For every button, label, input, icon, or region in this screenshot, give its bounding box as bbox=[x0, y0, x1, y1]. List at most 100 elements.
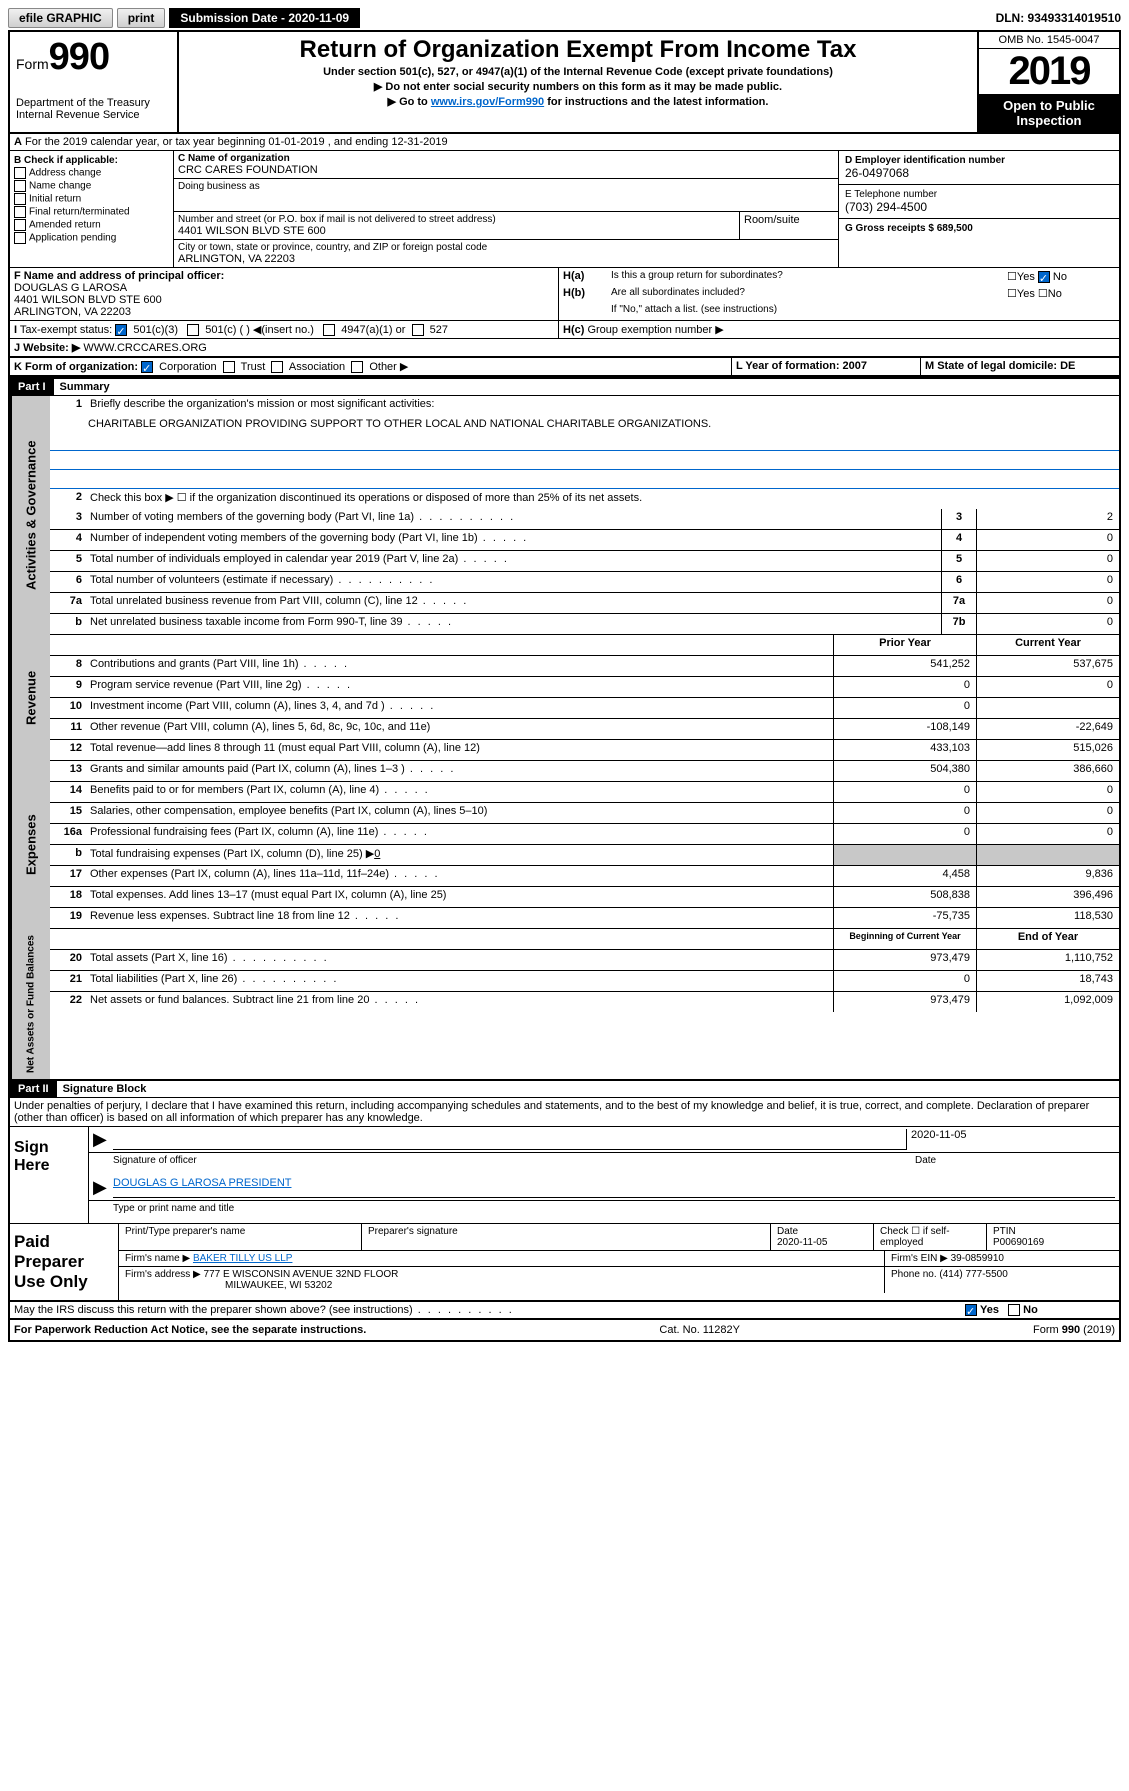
firm-ein: 39-0859910 bbox=[951, 1253, 1004, 1264]
trust-checkbox[interactable] bbox=[223, 361, 235, 373]
other-checkbox[interactable] bbox=[351, 361, 363, 373]
dln: DLN: 93493314019510 bbox=[996, 11, 1121, 25]
line14-prior: 0 bbox=[833, 782, 976, 802]
sign-date: 2020-11-05 bbox=[906, 1129, 1115, 1150]
line17-current: 9,836 bbox=[976, 866, 1119, 886]
paid-preparer-block: Paid Preparer Use Only Print/Type prepar… bbox=[10, 1224, 1119, 1302]
initial-return-checkbox[interactable] bbox=[14, 193, 26, 205]
501c-checkbox[interactable] bbox=[187, 324, 199, 336]
line18-label: Total expenses. Add lines 13–17 (must eq… bbox=[86, 887, 833, 907]
line19-label: Revenue less expenses. Subtract line 18 … bbox=[86, 908, 833, 928]
line1-label: Briefly describe the organization's miss… bbox=[86, 396, 1119, 416]
line4-value: 0 bbox=[976, 530, 1119, 550]
line13-prior: 504,380 bbox=[833, 761, 976, 781]
dba-label: Doing business as bbox=[178, 181, 834, 192]
efile-button[interactable]: efile GRAPHIC bbox=[8, 8, 113, 28]
desc-blank2 bbox=[50, 451, 1119, 470]
line18-prior: 508,838 bbox=[833, 887, 976, 907]
firm-name[interactable]: BAKER TILLY US LLP bbox=[193, 1253, 293, 1264]
goto-line: ▶ Go to www.irs.gov/Form990 for instruct… bbox=[185, 95, 971, 108]
line15-current: 0 bbox=[976, 803, 1119, 823]
pra-notice: For Paperwork Reduction Act Notice, see … bbox=[14, 1324, 366, 1336]
line11-current: -22,649 bbox=[976, 719, 1119, 739]
line19-prior: -75,735 bbox=[833, 908, 976, 928]
form-footer: For Paperwork Reduction Act Notice, see … bbox=[10, 1320, 1119, 1340]
top-toolbar: efile GRAPHIC print Submission Date - 20… bbox=[8, 8, 1121, 28]
block-b: B Check if applicable: Address change Na… bbox=[10, 151, 174, 267]
line7a-value: 0 bbox=[976, 593, 1119, 613]
line12-prior: 433,103 bbox=[833, 740, 976, 760]
org-city: ARLINGTON, VA 22203 bbox=[178, 253, 834, 265]
address-change-checkbox[interactable] bbox=[14, 167, 26, 179]
line3-label: Number of voting members of the governin… bbox=[86, 509, 941, 529]
officer-name: DOUGLAS G LAROSA bbox=[14, 282, 554, 294]
line7b-value: 0 bbox=[976, 614, 1119, 634]
line22-label: Net assets or fund balances. Subtract li… bbox=[86, 992, 833, 1012]
line-a: A For the 2019 calendar year, or tax yea… bbox=[10, 134, 1119, 151]
application-pending-checkbox[interactable] bbox=[14, 232, 26, 244]
tax-year: 2019 bbox=[979, 49, 1119, 94]
line10-label: Investment income (Part VIII, column (A)… bbox=[86, 698, 833, 718]
line21-current: 18,743 bbox=[976, 971, 1119, 991]
amended-return-checkbox[interactable] bbox=[14, 219, 26, 231]
ha-no-checkbox[interactable]: ✓ bbox=[1038, 271, 1050, 283]
line14-current: 0 bbox=[976, 782, 1119, 802]
open-public-badge: Open to PublicInspection bbox=[979, 94, 1119, 132]
irs-label: Internal Revenue Service bbox=[16, 109, 171, 121]
form-title: Return of Organization Exempt From Incom… bbox=[185, 36, 971, 64]
org-address: 4401 WILSON BLVD STE 600 bbox=[178, 225, 735, 237]
irs-link[interactable]: www.irs.gov/Form990 bbox=[431, 96, 544, 108]
beg-year-hdr: Beginning of Current Year bbox=[833, 929, 976, 949]
ptin-value: P00690169 bbox=[993, 1237, 1044, 1248]
line16a-label: Professional fundraising fees (Part IX, … bbox=[86, 824, 833, 844]
tab-net-assets: Net Assets or Fund Balances bbox=[10, 929, 50, 1079]
form-frame: Form990 Department of the Treasury Inter… bbox=[8, 30, 1121, 1342]
corp-checkbox[interactable]: ✓ bbox=[141, 361, 153, 373]
discuss-yes-checkbox[interactable]: ✓ bbox=[965, 1304, 977, 1316]
cat-number: Cat. No. 11282Y bbox=[659, 1324, 740, 1336]
line17-prior: 4,458 bbox=[833, 866, 976, 886]
ein-value: 26-0497068 bbox=[845, 166, 1113, 180]
end-year-hdr: End of Year bbox=[976, 929, 1119, 949]
hc-label: Group exemption number ▶ bbox=[587, 324, 723, 336]
part2-header: Part II Signature Block bbox=[10, 1081, 1119, 1098]
527-checkbox[interactable] bbox=[412, 324, 424, 336]
line21-prior: 0 bbox=[833, 971, 976, 991]
dept-treasury: Department of the Treasury bbox=[16, 97, 171, 109]
line5-value: 0 bbox=[976, 551, 1119, 571]
submission-date: Submission Date - 2020-11-09 bbox=[169, 8, 360, 28]
name-change-checkbox[interactable] bbox=[14, 180, 26, 192]
4947-checkbox[interactable] bbox=[323, 324, 335, 336]
right-info-block: D Employer identification number 26-0497… bbox=[838, 151, 1119, 267]
501c3-checkbox[interactable]: ✓ bbox=[115, 324, 127, 336]
firm-addr1: 777 E WISCONSIN AVENUE 32ND FLOOR bbox=[204, 1269, 399, 1280]
line9-label: Program service revenue (Part VIII, line… bbox=[86, 677, 833, 697]
line4-label: Number of independent voting members of … bbox=[86, 530, 941, 550]
desc-blank3 bbox=[50, 470, 1119, 489]
line10-prior: 0 bbox=[833, 698, 976, 718]
line8-prior: 541,252 bbox=[833, 656, 976, 676]
line7a-label: Total unrelated business revenue from Pa… bbox=[86, 593, 941, 613]
line16a-current: 0 bbox=[976, 824, 1119, 844]
discuss-no-checkbox[interactable] bbox=[1008, 1304, 1020, 1316]
tab-governance: Activities & Governance bbox=[10, 396, 50, 635]
line20-current: 1,110,752 bbox=[976, 950, 1119, 970]
k-label: K Form of organization: bbox=[14, 361, 138, 373]
assoc-checkbox[interactable] bbox=[271, 361, 283, 373]
line17-label: Other expenses (Part IX, column (A), lin… bbox=[86, 866, 833, 886]
line8-label: Contributions and grants (Part VIII, lin… bbox=[86, 656, 833, 676]
signer-name-label: Type or print name and title bbox=[113, 1203, 234, 1221]
final-return-checkbox[interactable] bbox=[14, 206, 26, 218]
form-number: 990 bbox=[49, 36, 109, 78]
subtitle-2: ▶ Do not enter social security numbers o… bbox=[185, 80, 971, 93]
line11-prior: -108,149 bbox=[833, 719, 976, 739]
l-year: L Year of formation: 2007 bbox=[731, 358, 920, 375]
print-button[interactable]: print bbox=[117, 8, 166, 28]
line1-value: CHARITABLE ORGANIZATION PROVIDING SUPPOR… bbox=[50, 416, 1119, 432]
sign-block: Sign Here ▶ 2020-11-05 Signature of offi… bbox=[10, 1127, 1119, 1224]
line12-label: Total revenue—add lines 8 through 11 (mu… bbox=[86, 740, 833, 760]
preparer-sig-hdr: Preparer's signature bbox=[362, 1224, 771, 1250]
line16b-label: Total fundraising expenses (Part IX, col… bbox=[86, 845, 833, 865]
line20-label: Total assets (Part X, line 16) bbox=[86, 950, 833, 970]
room-suite: Room/suite bbox=[739, 212, 838, 239]
